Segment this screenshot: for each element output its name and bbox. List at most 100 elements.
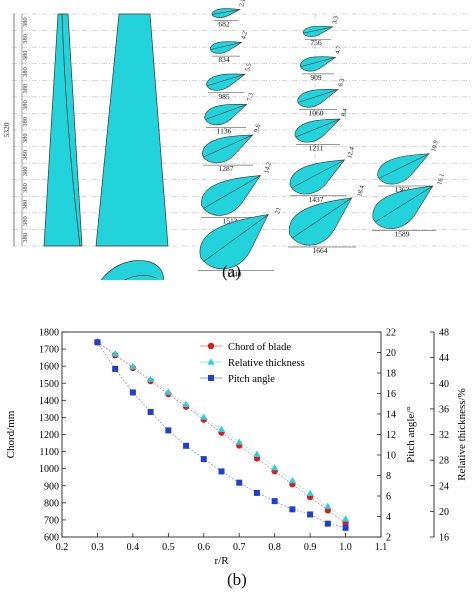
panel-a-label: (a): [222, 262, 241, 281]
section-spacing-label: 380: [22, 17, 29, 27]
airfoil-thickness-label: 4.2: [240, 31, 249, 41]
y3-tick-label: 44: [439, 353, 449, 364]
y-tick-label: 1100: [39, 447, 59, 458]
y3-tick-label: 32: [439, 430, 449, 441]
airfoil-shape: [211, 8, 241, 18]
airfoil-chord-label: 1211: [309, 143, 324, 152]
airfoil-chord-line: [300, 57, 336, 67]
airfoil-chord-label: 985: [218, 92, 230, 101]
x-axis-label: r/R: [214, 555, 229, 567]
data-point: [200, 456, 207, 463]
y3-axis-label: Relative thickness/%: [456, 388, 468, 481]
data-point: [253, 450, 261, 457]
airfoil-chord-line: [292, 197, 352, 239]
data-point: [324, 520, 331, 527]
series-line: [97, 342, 346, 529]
blade-planform-twisted: [43, 13, 83, 247]
y2-tick-label: 12: [386, 430, 396, 441]
airfoil-thickness-label: 9.6: [253, 123, 262, 133]
blade-geometry-panel: 5320 380 380 380 380 380 380 380 380 380 380 380 380…: [0, 0, 474, 305]
airfoil-shape: [294, 118, 342, 143]
y-tick-label: 1700: [39, 345, 59, 356]
airfoil-shape: [372, 185, 434, 229]
x-tick-label: 0.5: [162, 542, 175, 553]
data-point: [165, 427, 172, 434]
airfoil-chord-line: [303, 26, 333, 34]
section-spacing-label: 380: [22, 167, 29, 177]
chart-axes: 0.2 0.3 0.4 0.5 0.6 0.7 0.8 0.9 1.0 1.1 r/R 600 700 8…: [5, 328, 468, 568]
y-tick-label: 700: [44, 515, 59, 526]
y2-tick-label: 18: [386, 369, 396, 380]
y2-tick-label: 10: [386, 451, 396, 462]
data-point: [253, 489, 260, 496]
airfoil-shape: [201, 175, 262, 216]
airfoil-chord-line: [203, 175, 261, 209]
airfoil-section: [294, 118, 342, 143]
section-spacing-label: 380: [22, 84, 29, 94]
data-point: [183, 442, 190, 449]
airfoil-thickness-label: 10.9: [430, 140, 440, 153]
airfoil-section: [201, 134, 254, 164]
blade-planform-flat: [95, 13, 169, 247]
y3-tick-label: 28: [439, 456, 449, 467]
data-point: [111, 349, 119, 357]
section-spacing-label: 380: [22, 216, 29, 226]
legend-marker: [207, 358, 215, 365]
airfoil-shape: [289, 159, 346, 195]
airfoil-shape: [299, 56, 337, 72]
airfoil-chord-line: [375, 185, 433, 223]
y2-tick-label: 16: [386, 389, 396, 400]
blade-planforms: [43, 13, 169, 305]
y-tick-label: 1200: [39, 430, 59, 441]
x-tick-label: 0.2: [56, 542, 69, 553]
airfoil-chord-label: 909: [310, 73, 322, 82]
section-spacing-label: 380: [22, 117, 29, 127]
airfoil-section: [297, 89, 339, 108]
y-tick-label: 1500: [39, 379, 59, 390]
airfoil-shape: [206, 73, 247, 91]
panel-b-label: (b): [227, 570, 247, 589]
y-tick-label: 600: [44, 533, 59, 544]
airfoil-chord-label: 756: [310, 38, 322, 47]
y-tick-label: 800: [44, 498, 59, 509]
data-point: [217, 425, 226, 432]
y2-tick-label: 6: [386, 492, 391, 503]
airfoil-shape: [377, 153, 430, 185]
x-tick-label: 0.4: [127, 542, 140, 553]
span-total-label: 5320: [2, 122, 11, 137]
section-spacing-label: 380: [22, 100, 29, 110]
airfoil-thickness-label: 16.1: [436, 173, 446, 186]
y3-tick-label: 36: [439, 404, 449, 415]
y-axis-label: Chord/mm: [5, 410, 17, 458]
airfoil-section: [209, 41, 243, 54]
y-tick-label: 1400: [39, 396, 59, 407]
airfoil-shape: [289, 197, 353, 246]
x-tick-label: 0.7: [233, 542, 246, 553]
airfoil-section: [204, 104, 248, 126]
x-tick-label: 0.6: [198, 542, 211, 553]
airfoil-shape: [302, 25, 334, 37]
y-tick-label: 900: [44, 481, 59, 492]
airfoil-section: [199, 214, 269, 270]
y3-tick-label: 40: [439, 379, 449, 390]
data-point: [288, 476, 296, 484]
data-point: [307, 511, 314, 518]
data-point: [341, 515, 350, 522]
x-tick-label: 1.1: [375, 542, 388, 553]
section-spacing-label: 380: [22, 34, 29, 44]
airfoil-thickness-label: 4.7: [334, 44, 343, 54]
y-tick-label: 1000: [39, 464, 59, 475]
data-point: [129, 389, 136, 396]
airfoil-thickness-label: 21: [274, 207, 282, 215]
section-spacing-label: 380: [22, 51, 29, 61]
airfoil-section: [289, 159, 346, 195]
airfoil-shape: [297, 89, 339, 108]
airfoil-thickness-label: 5.5: [244, 62, 253, 72]
legend-label: Pitch angle: [228, 374, 275, 385]
airfoil-thickness-label: 3.3: [331, 15, 340, 25]
data-point: [200, 413, 208, 420]
airfoil-chord-label: 1363: [395, 185, 410, 194]
airfoil-chord-label: 1589: [395, 229, 410, 238]
blade-twist-line: [61, 13, 81, 247]
data-point: [342, 524, 349, 531]
